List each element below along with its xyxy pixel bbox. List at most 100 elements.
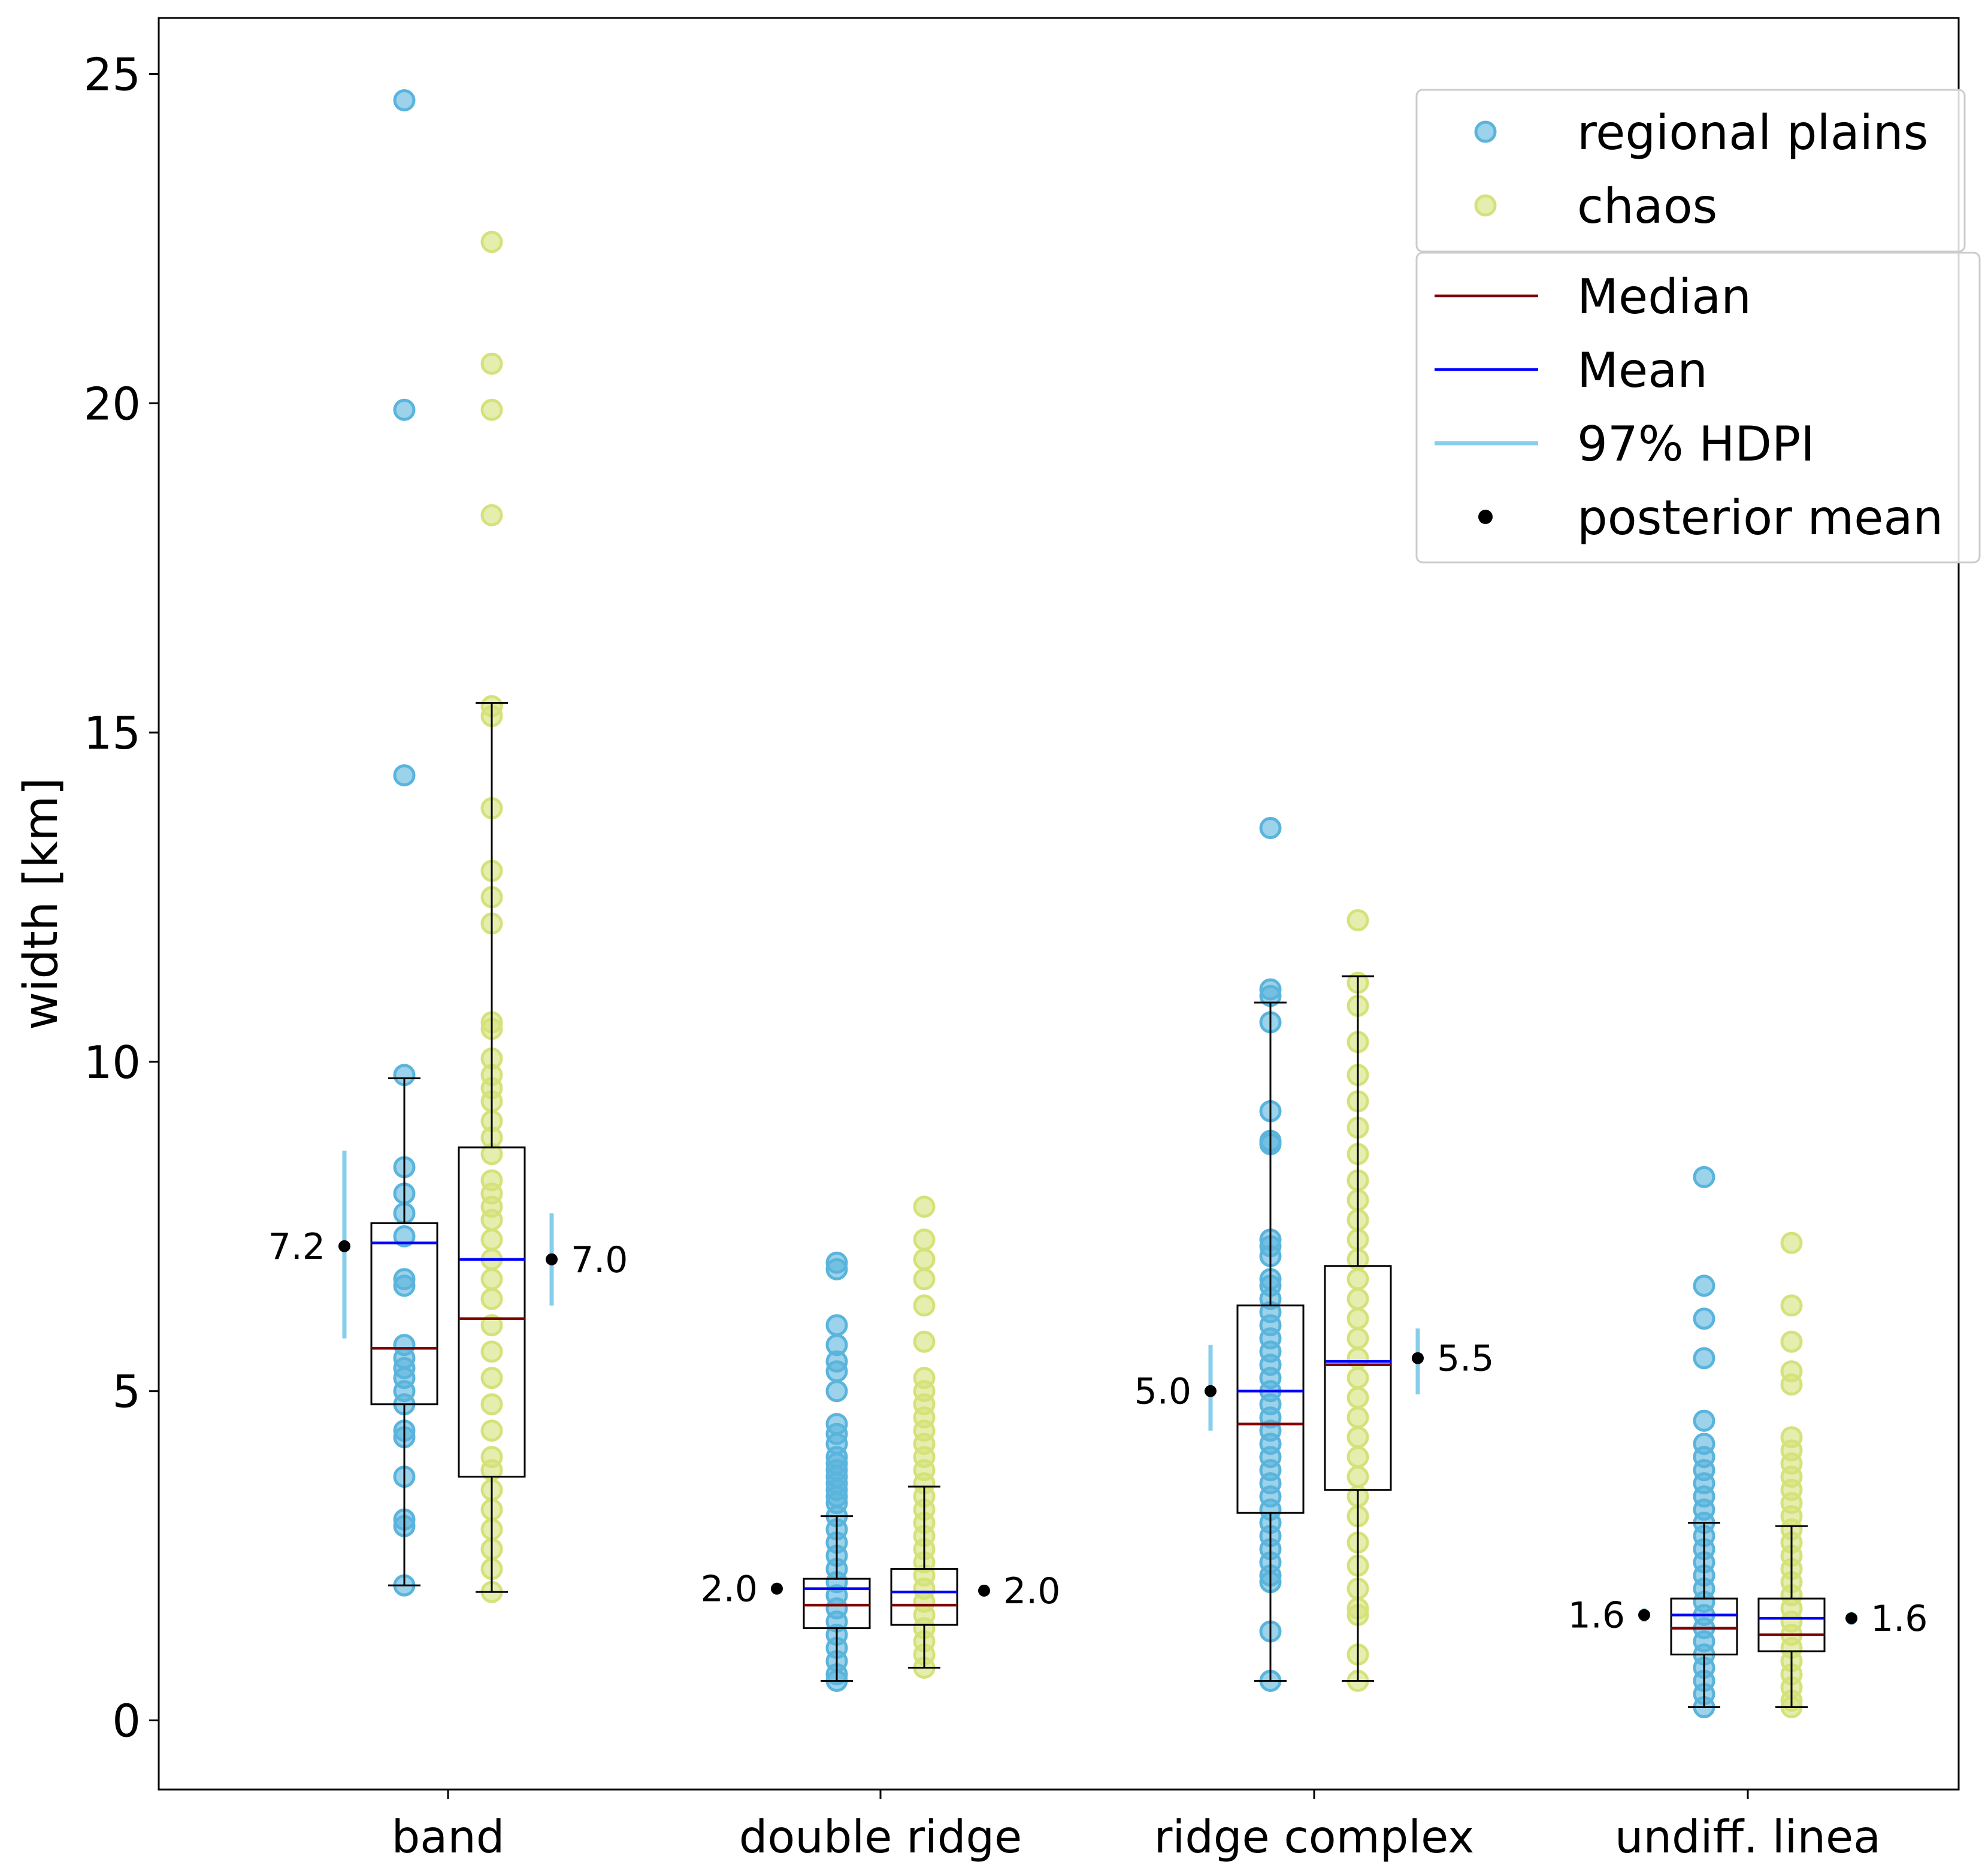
data-point	[825, 1258, 848, 1280]
data-point	[480, 1419, 503, 1442]
y-tick-label: 5	[112, 1366, 141, 1418]
posterior-mean-dot	[1638, 1609, 1650, 1621]
data-point	[480, 231, 503, 253]
legend-box	[1415, 89, 1966, 253]
data-point	[1780, 1330, 1803, 1353]
posterior-group: 7.2 7.0 2.0 2.0 5.0 5.5 1.6 1.6	[268, 1151, 1928, 1640]
legend-label: 97% HDPI	[1577, 416, 1815, 472]
legend-label: posterior mean	[1577, 490, 1943, 546]
box	[370, 1222, 438, 1406]
box	[803, 1578, 871, 1630]
data-point	[480, 1393, 503, 1416]
data-point	[825, 1314, 848, 1337]
data-point	[1780, 1231, 1803, 1254]
box	[1670, 1597, 1738, 1656]
posterior-mean-label: 1.6	[1871, 1598, 1928, 1640]
data-point	[480, 398, 503, 421]
data-point	[480, 1268, 503, 1291]
posterior-mean-dot	[546, 1253, 558, 1265]
data-point	[480, 504, 503, 526]
box	[1757, 1597, 1826, 1652]
data-point	[1693, 1409, 1715, 1432]
data-point	[480, 1288, 503, 1310]
data-point	[480, 1367, 503, 1389]
data-point	[480, 352, 503, 375]
box	[1236, 1304, 1305, 1514]
series-chaos	[458, 231, 1826, 1719]
y-axis-label: width [km]	[14, 777, 68, 1030]
data-point	[1259, 817, 1282, 840]
legend-marker	[1474, 194, 1497, 217]
data-point	[1780, 1294, 1803, 1317]
box	[1324, 1265, 1392, 1491]
posterior-mean-dot	[1205, 1385, 1217, 1397]
data-point	[480, 1340, 503, 1363]
data-point	[1346, 1466, 1369, 1488]
data-point	[1693, 1307, 1715, 1330]
posterior-mean-dot	[771, 1582, 783, 1595]
posterior-mean-label: 2.0	[701, 1569, 758, 1610]
posterior-mean-dot	[1412, 1352, 1424, 1364]
legend-dot	[1478, 510, 1493, 524]
data-point	[1346, 1327, 1369, 1350]
y-tick-label: 0	[112, 1695, 141, 1748]
y-tick-label: 25	[84, 48, 141, 101]
data-point	[913, 1228, 936, 1251]
data-point	[913, 1268, 936, 1291]
posterior-mean-label: 5.5	[1437, 1338, 1494, 1380]
legend-label: Mean	[1577, 343, 1708, 398]
x-axis: band double ridge ridge complex undiff. lin…	[392, 1790, 1881, 1863]
legend-marker	[1474, 120, 1497, 143]
data-point	[393, 1274, 416, 1297]
legend-label: regional plains	[1577, 105, 1928, 161]
x-tick-label: band	[392, 1810, 505, 1863]
data-point	[1346, 1386, 1369, 1409]
data-point	[393, 1225, 416, 1248]
data-point	[913, 1248, 936, 1271]
data-point	[913, 1330, 936, 1353]
data-point	[480, 1228, 503, 1251]
data-point	[1346, 1268, 1369, 1291]
data-point	[1693, 1274, 1715, 1297]
posterior-mean-dot	[338, 1240, 350, 1252]
posterior-mean-label: 5.0	[1134, 1371, 1191, 1413]
data-point	[1346, 909, 1369, 931]
data-point	[1693, 1347, 1715, 1370]
legend: regional plains chaos Median Mean 97% HDPI po…	[1415, 89, 1981, 564]
y-tick-label: 20	[84, 377, 141, 430]
data-point	[1346, 1446, 1369, 1469]
data-point	[913, 1294, 936, 1317]
x-tick-label: undiff. linea	[1615, 1810, 1881, 1863]
data-point	[913, 1195, 936, 1218]
y-tick-label: 10	[84, 1036, 141, 1089]
data-point	[1346, 1288, 1369, 1310]
posterior-mean-label: 1.6	[1568, 1595, 1625, 1637]
box	[890, 1568, 958, 1626]
data-point	[393, 89, 416, 111]
data-point	[393, 398, 416, 421]
data-point	[1346, 1307, 1369, 1330]
x-tick-label: double ridge	[739, 1810, 1022, 1863]
y-axis: 0 5 10 15 20 25	[84, 48, 159, 1748]
series-regional-plains	[370, 89, 1738, 1719]
posterior-mean-label: 2.0	[1003, 1570, 1060, 1612]
legend-box	[1415, 252, 1981, 564]
data-point	[1346, 1426, 1369, 1449]
data-point	[480, 1209, 503, 1231]
data-point	[480, 1314, 503, 1337]
posterior-mean-label: 7.2	[268, 1226, 325, 1268]
posterior-mean-dot	[978, 1584, 990, 1597]
data-point	[825, 1380, 848, 1403]
x-tick-label: ridge complex	[1154, 1810, 1475, 1863]
data-point	[1780, 1373, 1803, 1396]
y-tick-label: 15	[84, 707, 141, 759]
posterior-mean-dot	[1845, 1612, 1857, 1625]
plot-frame	[158, 17, 1960, 1791]
legend-label: chaos	[1577, 178, 1717, 234]
data-point	[825, 1360, 848, 1383]
box	[458, 1146, 526, 1478]
data-point	[1346, 1406, 1369, 1429]
posterior-mean-label: 7.0	[571, 1239, 628, 1281]
data-point	[1346, 1367, 1369, 1389]
